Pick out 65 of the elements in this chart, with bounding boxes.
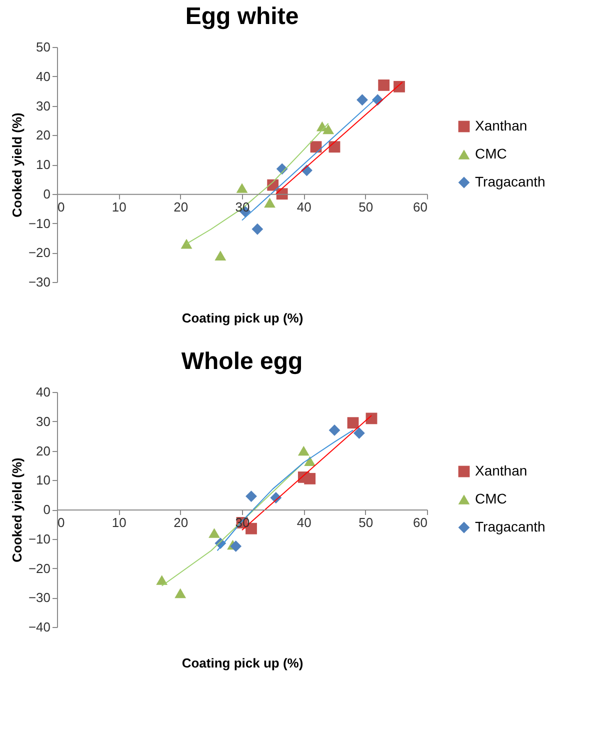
y-tick-label: 40: [36, 384, 50, 400]
chart-title: Egg white: [185, 3, 299, 30]
x-tick-label: 20: [174, 515, 188, 530]
x-tick-label: 50: [358, 199, 374, 214]
point: [356, 94, 368, 106]
x-tick-label: 10: [112, 199, 126, 214]
y-tick-label: 50: [36, 40, 50, 54]
point: [298, 446, 310, 456]
point: [366, 412, 378, 424]
y-tick-label: 20: [36, 128, 50, 143]
legend-label: Xanthan: [475, 462, 528, 478]
x-tick-label: 60: [413, 515, 428, 530]
point: [310, 141, 322, 153]
y-tick-label: −30: [28, 590, 50, 606]
y-tick-label: 20: [36, 443, 50, 458]
x-tick-label: 20: [174, 199, 188, 214]
x-tick-label: 0: [58, 199, 65, 214]
point: [208, 528, 220, 538]
y-tick-label: 0: [43, 502, 50, 517]
y-tick-label: 30: [36, 98, 50, 114]
point: [353, 427, 365, 439]
point: [236, 183, 248, 193]
y-axis-title: Cooked yield (%): [9, 458, 24, 562]
point: [252, 223, 264, 235]
point: [180, 238, 192, 249]
x-tick-label: 50: [358, 515, 374, 530]
y-tick-label: 10: [36, 472, 50, 488]
legend-label: Tragacanth: [475, 518, 546, 534]
point: [304, 472, 316, 484]
point: [394, 80, 405, 92]
point: [304, 456, 316, 466]
x-axis-title: Coating pick up (%): [182, 656, 304, 670]
legend-label: CMC: [475, 146, 507, 162]
legend-label: Tragacanth: [475, 174, 546, 190]
point: [156, 575, 168, 585]
y-tick-label: 30: [36, 414, 50, 429]
legend-label: CMC: [475, 490, 507, 506]
point: [322, 124, 334, 134]
chart-title: Whole egg: [181, 348, 303, 375]
point: [328, 141, 340, 153]
point: [264, 198, 276, 208]
x-tick-label: 40: [296, 515, 312, 530]
y-tick-label: −10: [28, 531, 50, 546]
point: [214, 250, 226, 260]
y-tick-label: −30: [28, 274, 50, 290]
legend-label: Xanthan: [475, 118, 528, 134]
point: [328, 424, 340, 436]
point: [347, 417, 359, 429]
x-tick-label: 60: [413, 199, 428, 214]
x-axis-title: Coating pick up (%): [182, 310, 304, 326]
y-axis-title: Cooked yield (%): [9, 112, 24, 218]
x-tick-label: 0: [58, 515, 65, 530]
y-tick-label: 0: [43, 186, 50, 202]
y-tick-label: −20: [28, 560, 50, 576]
y-tick-label: −20: [28, 245, 50, 260]
point: [246, 490, 257, 502]
y-tick-label: −10: [28, 216, 50, 231]
x-tick-label: 40: [296, 199, 312, 214]
x-tick-label: 10: [112, 515, 126, 530]
y-tick-label: 10: [36, 157, 50, 172]
y-tick-label: 40: [36, 68, 50, 84]
y-tick-label: −40: [28, 620, 50, 634]
point: [378, 79, 390, 91]
point: [230, 540, 242, 552]
point: [174, 588, 186, 598]
